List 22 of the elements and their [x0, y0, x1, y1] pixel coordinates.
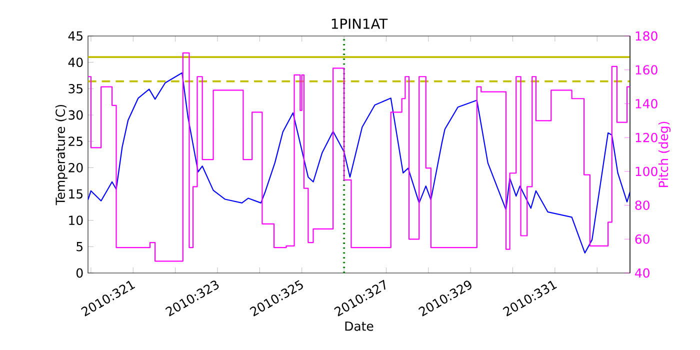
y-tick-label: 45 [68, 31, 82, 41]
y2-tick-label: 60 [635, 234, 650, 244]
y-tick-label: 35 [68, 84, 82, 94]
y-tick-label: 20 [68, 162, 83, 172]
y2-axis-title: Pitch (deg) [658, 122, 671, 188]
y-tick-label: 25 [68, 136, 82, 146]
y-tick-label: 40 [68, 58, 83, 68]
y2-tick-label: 100 [636, 166, 658, 176]
y2-tick-label: 140 [636, 99, 658, 108]
y-tick-label: 30 [68, 110, 83, 120]
y2-tick-label: 160 [636, 65, 658, 75]
y-tick-label: 5 [76, 242, 82, 252]
y2-tick-label: 40 [635, 268, 650, 278]
y-tick-label: 15 [69, 189, 82, 199]
y2-tick-label: 180 [636, 31, 658, 41]
y2-tick-label: 120 [636, 132, 658, 142]
x-axis-title: Date [345, 322, 374, 331]
y-axis-title: Temperature (C) [55, 104, 68, 206]
y-tick-label: 0 [76, 268, 83, 278]
y-tick-label: 10 [69, 216, 83, 226]
chart-title: 1PIN1AT [332, 18, 388, 29]
y2-tick-label: 80 [635, 200, 650, 210]
